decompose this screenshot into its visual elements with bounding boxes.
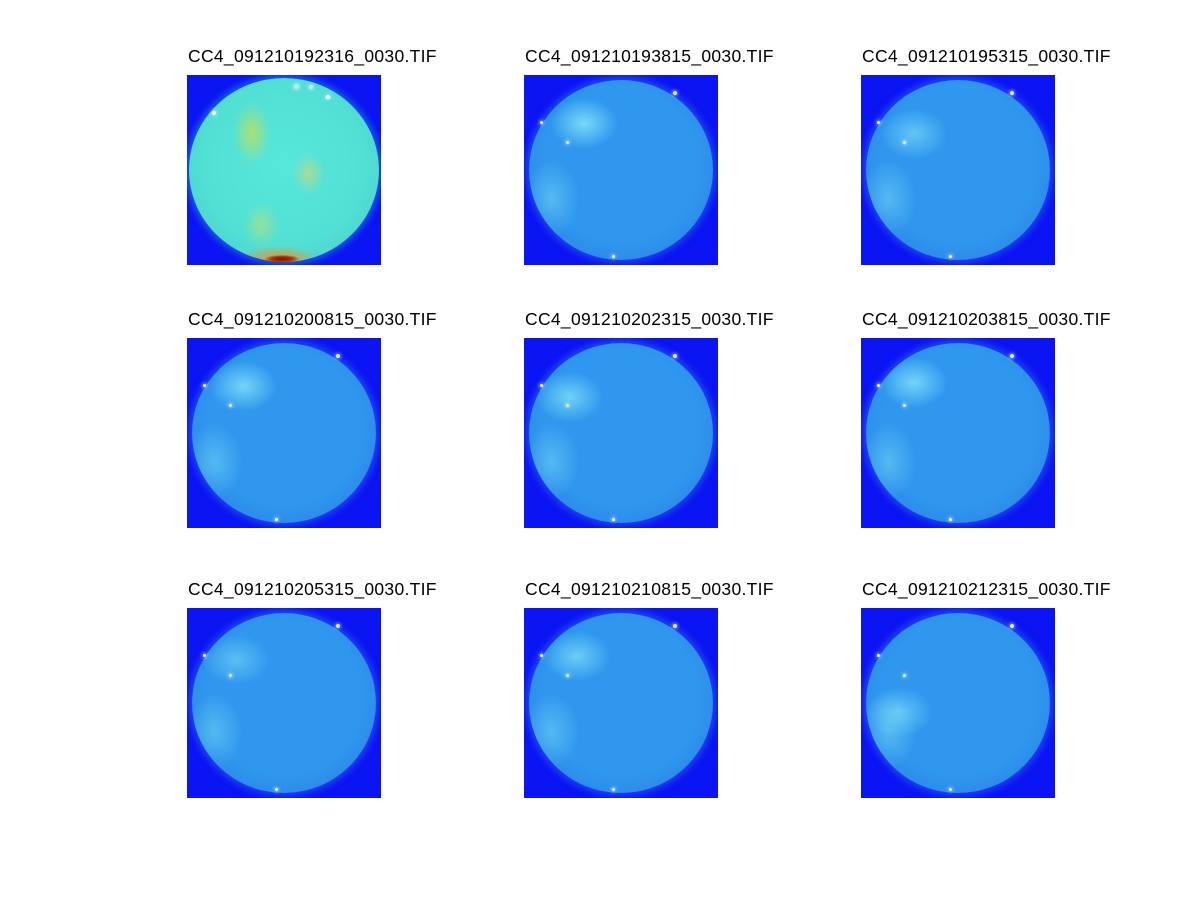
bright-speck <box>540 384 544 388</box>
subplot-panel: CC4_091210202315_0030.TIF <box>524 308 774 528</box>
bright-speck <box>565 141 569 145</box>
sky-disk <box>866 80 1050 260</box>
sky-image <box>861 75 1055 265</box>
bright-speck <box>902 674 906 678</box>
panel-title: CC4_091210192316_0030.TIF <box>188 46 437 66</box>
bright-speck <box>274 517 278 521</box>
bright-speck <box>228 404 232 408</box>
panel-title: CC4_091210195315_0030.TIF <box>862 46 1111 66</box>
bright-speck <box>1009 623 1014 628</box>
sky-disk <box>866 613 1050 793</box>
bright-speck <box>877 384 881 388</box>
sky-image <box>187 608 381 798</box>
sky-disk <box>189 78 379 263</box>
sky-image <box>524 608 718 798</box>
bright-speck <box>948 517 952 521</box>
sky-disk <box>192 343 376 523</box>
bright-speck <box>211 111 216 116</box>
subplot-panel: CC4_091210205315_0030.TIF <box>187 578 437 798</box>
sky-disk <box>192 613 376 793</box>
bright-speck <box>611 787 615 791</box>
bright-speck <box>1009 90 1014 95</box>
sky-disk <box>866 343 1050 523</box>
bright-speck <box>672 90 677 95</box>
bright-speck <box>565 674 569 678</box>
bright-speck <box>611 254 615 258</box>
bright-speck <box>672 353 677 358</box>
panel-title: CC4_091210202315_0030.TIF <box>525 309 774 329</box>
bright-speck <box>308 85 313 90</box>
bright-speck <box>1009 353 1014 358</box>
sky-image <box>861 608 1055 798</box>
subplot-panel: CC4_091210203815_0030.TIF <box>861 308 1111 528</box>
bright-speck <box>335 353 340 358</box>
bright-speck <box>948 787 952 791</box>
bright-speck <box>902 404 906 408</box>
saturation-hotspot <box>265 254 299 263</box>
bright-speck <box>902 141 906 145</box>
bright-speck <box>325 94 330 99</box>
subplot-panel: CC4_091210192316_0030.TIF <box>187 45 437 265</box>
subplot-panel: CC4_091210195315_0030.TIF <box>861 45 1111 265</box>
panel-title: CC4_091210203815_0030.TIF <box>862 309 1111 329</box>
bright-speck <box>672 623 677 628</box>
bright-speck <box>948 254 952 258</box>
bright-speck <box>611 517 615 521</box>
bright-speck <box>540 654 544 658</box>
panel-title: CC4_091210210815_0030.TIF <box>525 579 774 599</box>
bright-speck <box>540 121 544 125</box>
bright-speck <box>877 654 881 658</box>
sky-image <box>187 75 381 265</box>
bright-speck <box>335 623 340 628</box>
sky-image <box>861 338 1055 528</box>
sky-disk <box>529 80 713 260</box>
subplot-panel: CC4_091210193815_0030.TIF <box>524 45 774 265</box>
sky-disk <box>529 343 713 523</box>
sky-image <box>524 75 718 265</box>
panel-title: CC4_091210205315_0030.TIF <box>188 579 437 599</box>
sky-image <box>524 338 718 528</box>
bright-speck <box>203 384 207 388</box>
sky-image <box>187 338 381 528</box>
subplot-panel: CC4_091210200815_0030.TIF <box>187 308 437 528</box>
panel-title: CC4_091210212315_0030.TIF <box>862 579 1111 599</box>
sky-disk <box>529 613 713 793</box>
subplot-panel: CC4_091210212315_0030.TIF <box>861 578 1111 798</box>
panel-title: CC4_091210193815_0030.TIF <box>525 46 774 66</box>
bright-speck <box>203 654 207 658</box>
bright-speck <box>877 121 881 125</box>
panel-title: CC4_091210200815_0030.TIF <box>188 309 437 329</box>
bright-speck <box>274 787 278 791</box>
bright-speck <box>293 83 299 89</box>
subplot-panel: CC4_091210210815_0030.TIF <box>524 578 774 798</box>
bright-speck <box>565 404 569 408</box>
bright-speck <box>228 674 232 678</box>
